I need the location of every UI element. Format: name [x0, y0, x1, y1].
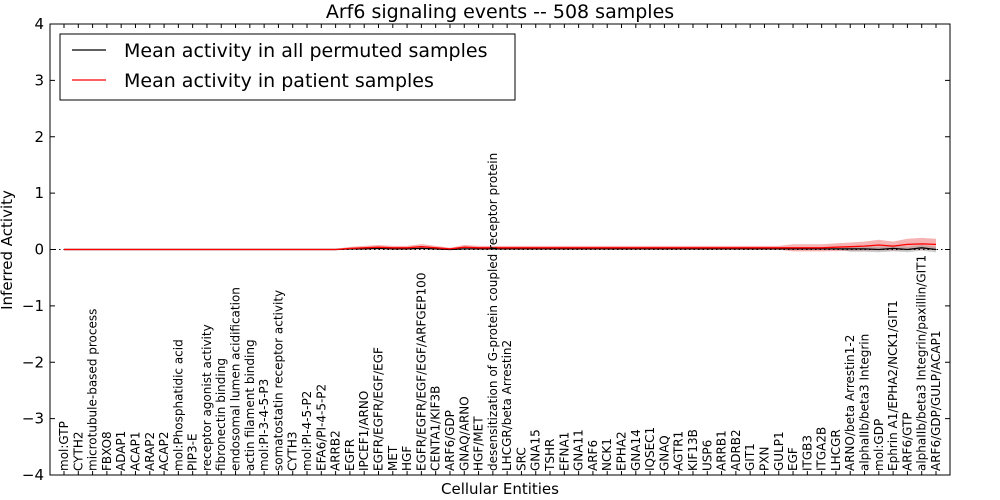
category-label: ITGB3 — [800, 435, 814, 471]
legend-label-patient: Mean activity in patient samples — [124, 70, 434, 92]
chart-title: Arf6 signaling events -- 508 samples — [326, 1, 674, 23]
category-label: endosomal lumen acidification — [229, 287, 243, 471]
category-label: ADRB2 — [729, 429, 743, 471]
category-label: IPCEF1/ARNO — [357, 391, 371, 471]
category-label: ACAP2 — [157, 432, 171, 471]
category-label: LHCGR — [829, 429, 843, 471]
category-label: FBXO8 — [100, 431, 114, 471]
category-label: ACAP1 — [128, 432, 142, 471]
category-label: GNAQ — [657, 435, 671, 471]
category-label: somatostatin receptor activity — [271, 290, 285, 471]
category-label: fibronectin binding — [214, 358, 228, 471]
category-label: USP6 — [700, 440, 714, 471]
category-label: CYTH2 — [71, 432, 85, 472]
category-labels: mol:GTP CYTH2 microtubule-based process FBX… — [57, 153, 943, 472]
category-label: MET — [386, 445, 400, 471]
y-tick-label: 1 — [34, 184, 44, 202]
category-label: alphaIIb/beta3 Integrin — [858, 334, 872, 471]
category-label: GNA14 — [629, 429, 643, 471]
category-label: NCK1 — [600, 438, 614, 471]
category-label: ARF6/GTP — [900, 412, 914, 471]
x-axis-ticks — [63, 24, 937, 475]
category-label: EPHA2 — [615, 431, 629, 471]
legend-box — [59, 33, 516, 101]
category-label: GIT1 — [743, 443, 757, 471]
category-label: mol:PI-4-5-P2 — [300, 391, 314, 471]
category-label: CYTH3 — [286, 432, 300, 472]
category-label: receptor agonist activity — [200, 324, 214, 471]
y-tick-label: −2 — [22, 353, 44, 371]
series-line-patient — [64, 243, 937, 251]
category-label: ARNO/beta Arrestin1-2 — [843, 335, 857, 471]
category-label: mol:GTP — [57, 421, 71, 471]
category-label: IQSEC1 — [643, 427, 657, 471]
y-tick-label: −4 — [22, 466, 44, 484]
series-lines — [64, 243, 937, 251]
category-label: alphaIIb/beta3 Integrin/paxillin/GIT1 — [915, 255, 929, 471]
y-axis-title: Inferred Activity — [0, 190, 16, 310]
category-label: desensitization of G-protein coupled rec… — [486, 153, 500, 471]
y-tick-label: −3 — [22, 410, 44, 428]
category-label: PXN — [757, 447, 771, 471]
category-label: AGTR1 — [672, 431, 686, 471]
category-label: mol:Phosphatidic acid — [171, 339, 185, 471]
x-axis-title: Cellular Entities — [441, 480, 559, 498]
category-label: SRC — [514, 447, 528, 471]
category-label: TSHR — [543, 439, 557, 472]
category-label: ARF6/GDP/GULP/ACAP1 — [929, 331, 943, 471]
category-label: EGFR/EGFR/EGF/EGF/ARFGEP100 — [414, 273, 428, 471]
category-label: GNAQ/ARNO — [457, 396, 471, 471]
category-label: mol:GDP — [872, 419, 886, 471]
category-label: microtubule-based process — [86, 309, 100, 471]
category-label: mol:PI-3-4-5-P3 — [257, 379, 271, 471]
category-label: EGF — [786, 447, 800, 471]
category-label: ARF6 — [586, 440, 600, 471]
category-label: GULP1 — [772, 431, 786, 471]
y-tick-label: 3 — [34, 71, 44, 89]
category-label: LHCGR/beta Arrestin2 — [500, 340, 514, 471]
category-label: actin filament binding — [243, 339, 257, 471]
category-label: EGFR/EGFR/EGF/EGF — [371, 347, 385, 471]
category-label: HGF — [400, 446, 414, 471]
y-tick-label: 0 — [34, 241, 44, 259]
category-label: ARAP2 — [143, 432, 157, 471]
y-axis-ticks: −4 −3 −2 −1 0 1 2 3 4 — [22, 15, 950, 484]
category-label: ARRB1 — [715, 430, 729, 471]
legend: Mean activity in all permuted samples Me… — [59, 33, 516, 101]
category-label: PIP3-E — [186, 433, 200, 471]
category-label: ARF6/GDP — [443, 410, 457, 471]
category-label: KIF13B — [686, 429, 700, 471]
y-tick-label: 2 — [34, 128, 44, 146]
category-label: EFNA1 — [557, 432, 571, 471]
category-label: HGF/MET — [472, 416, 486, 471]
y-tick-label: −1 — [22, 297, 44, 315]
category-label: CENTA1/KIF3B — [429, 386, 443, 471]
category-label: GNA15 — [529, 429, 543, 471]
y-tick-label: 4 — [34, 15, 44, 33]
legend-label-permuted: Mean activity in all permuted samples — [124, 40, 487, 62]
category-label: ARRB2 — [329, 430, 343, 471]
category-label: ADAP1 — [114, 431, 128, 471]
category-label: EFA6/PI-4-5-P2 — [314, 384, 328, 471]
category-label: EGFR — [343, 439, 357, 471]
category-label: ITGA2B — [815, 427, 829, 471]
category-label: Ephrin A1/EPHA2/NCK1/GIT1 — [886, 300, 900, 471]
category-label: GNA11 — [572, 429, 586, 471]
